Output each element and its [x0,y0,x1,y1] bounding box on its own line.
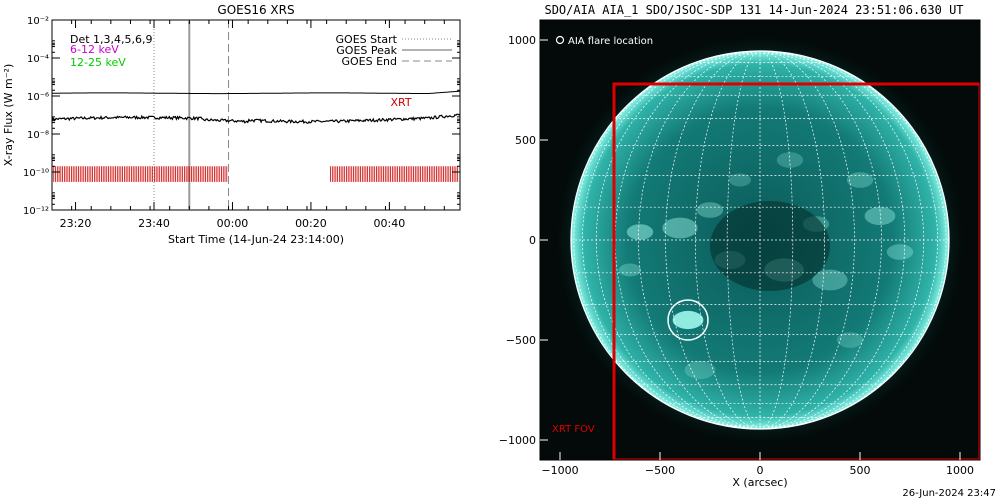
goes-ytick-label: 10⁻¹² [23,206,49,217]
goes-xtick-label: 23:40 [138,217,170,230]
aia-xtick-label: 0 [757,464,764,477]
goes-plot-frame [51,19,461,211]
active-region-blob [626,224,654,240]
active-region-blob [864,206,896,226]
goes-ytick-label: 10⁻¹⁰ [23,168,49,179]
coronal-hole [710,201,830,291]
longitude-grid-line [759,51,825,429]
longitude-grid-line [759,51,794,429]
aia-image-plot: SDO/AIA AIA_1 SDO/JSOC-SDP 131 14-Jun-20… [499,3,996,499]
aia-ytick-label: −500 [506,334,536,347]
longitude-grid-line [759,51,938,429]
flare-location-circle [667,299,709,341]
longitude-grid-line [665,51,761,429]
active-region-blob [662,217,698,239]
solar-limb [570,50,950,430]
goes-ytick-label: 10⁻⁴ [27,54,49,65]
channel-label-6-12kev: 6-12 keV [70,43,119,56]
goes-xtick-label: 00:40 [374,217,406,230]
channel-labels: Det 1,3,4,5,6,9 6-12 keV 12-25 keV [70,33,153,69]
longitude-grid-line [595,51,761,429]
active-region-blob [846,172,874,188]
goes-ylabel: X-ray Flux (W m⁻²) [2,64,15,166]
legend-goes-start: GOES Start [336,33,398,46]
goes-xtick-label: 00:20 [295,217,327,230]
longitude-grid-line [638,51,761,429]
aia-ytick-label: −1000 [499,434,536,447]
legend-goes-end: GOES End [341,55,397,68]
goes-series-line [52,90,461,95]
active-region-blob [886,244,914,260]
longitude-grid-line [759,51,855,429]
aia-ytick-label: 1000 [508,34,536,47]
goes-ytick-label: 10⁻⁸ [27,130,49,141]
active-region-blob [672,310,704,330]
footer-timestamp: 26-Jun-2024 23:47 [902,488,996,499]
channel-label-detectors: Det 1,3,4,5,6,9 [70,33,153,46]
flare-legend-marker [555,35,565,45]
longitude-grid-line [695,51,761,429]
active-region-blob [696,202,724,218]
goes-ytick-label: 10⁻⁶ [27,92,49,103]
aia-ytick-label: 0 [529,234,536,247]
aia-ytick-label: 500 [515,134,536,147]
active-region-blob [619,263,641,277]
active-region-blob [836,332,864,348]
xrt-fov-box [612,82,980,460]
aia-xtick-label: −1000 [541,464,578,477]
goes-title: GOES16 XRS [217,3,294,17]
aia-xtick-label: −500 [645,464,675,477]
active-region-blob [684,360,716,380]
longitude-grid-line [759,51,882,429]
longitude-grid-line [726,51,761,429]
aia-xlabel: X (arcsec) [732,476,787,489]
goes-plot: GOES16 XRS 10⁻¹² 10⁻¹⁰ 10⁻⁸ 10⁻⁶ 10⁻⁴ 10⁻² 23… [2,3,461,246]
channel-label-12-25kev: 12-25 keV [70,56,126,69]
aia-xtick-label: 500 [850,464,871,477]
goes-xlabel: Start Time (14-Jun-24 23:14:00) [168,233,344,246]
aia-title: SDO/AIA AIA_1 SDO/JSOC-SDP 131 14-Jun-20… [544,3,963,17]
active-region-blob [729,173,751,187]
longitude-grid-line [582,51,761,429]
goes-xtick-label: 00:00 [217,217,249,230]
goes-ytick-label: 10⁻² [27,16,49,27]
xrt-fov-label: XRT FOV [552,424,595,435]
legend-goes-peak: GOES Peak [336,44,397,57]
xrt-label: XRT [390,96,411,109]
flare-legend-label: AIA flare location [568,36,653,47]
longitude-grid-line [759,51,925,429]
aia-xtick-label: 1000 [946,464,974,477]
goes-series-line [51,113,461,125]
goes-xtick-label: 23:20 [60,217,92,230]
active-region-blob [812,269,848,291]
goes-legend: GOES Start GOES Peak GOES End [336,33,452,68]
